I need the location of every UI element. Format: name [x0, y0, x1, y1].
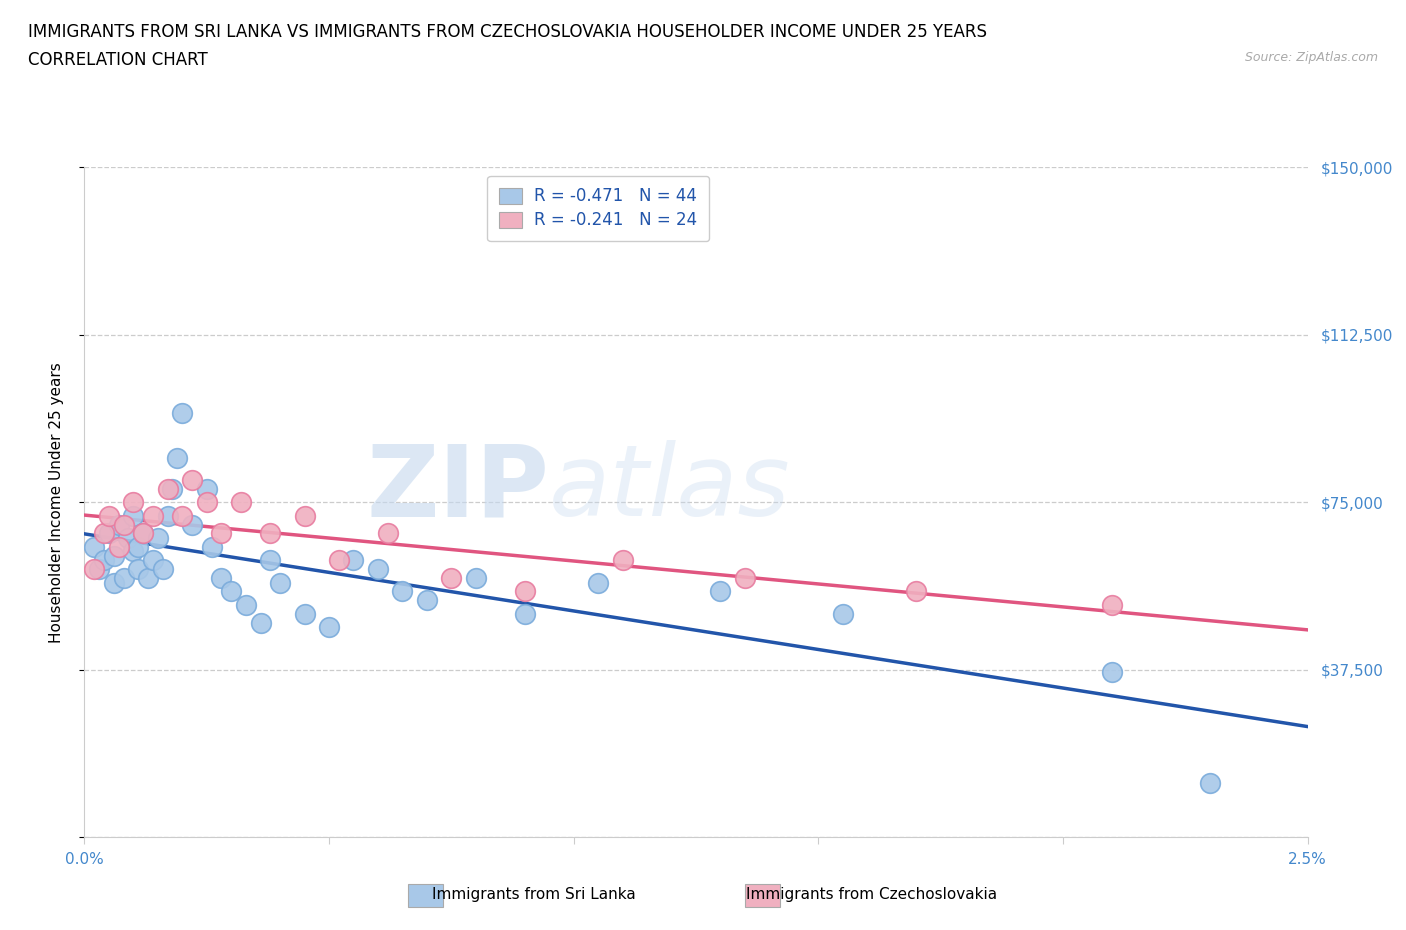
Point — [132, 526, 155, 541]
Point — [377, 526, 399, 541]
Point — [103, 549, 125, 564]
Point — [1101, 664, 1123, 679]
Point — [122, 508, 145, 523]
Point — [117, 530, 139, 545]
Point — [83, 562, 105, 577]
Point — [156, 508, 179, 523]
Point — [132, 526, 155, 541]
Point — [734, 571, 756, 586]
Point — [107, 517, 129, 532]
Point — [127, 562, 149, 577]
Point — [195, 482, 218, 497]
Point — [342, 552, 364, 567]
Point — [103, 575, 125, 590]
Point — [156, 482, 179, 497]
Point — [1198, 776, 1220, 790]
Point — [391, 584, 413, 599]
Y-axis label: Householder Income Under 25 years: Householder Income Under 25 years — [49, 362, 63, 643]
Point — [142, 508, 165, 523]
Point — [259, 526, 281, 541]
Point — [97, 526, 120, 541]
Point — [709, 584, 731, 599]
Point — [612, 552, 634, 567]
Text: Immigrants from Czechoslovakia: Immigrants from Czechoslovakia — [747, 887, 997, 902]
Point — [172, 508, 194, 523]
Point — [146, 530, 169, 545]
Point — [122, 544, 145, 559]
Point — [586, 575, 609, 590]
Point — [97, 508, 120, 523]
Point — [513, 584, 536, 599]
Point — [93, 526, 115, 541]
Point — [166, 450, 188, 465]
Point — [195, 495, 218, 510]
Point — [83, 539, 105, 554]
Point — [1101, 597, 1123, 612]
Text: atlas: atlas — [550, 440, 790, 538]
Text: CORRELATION CHART: CORRELATION CHART — [28, 51, 208, 69]
Point — [142, 552, 165, 567]
Point — [181, 517, 204, 532]
Point — [152, 562, 174, 577]
Point — [219, 584, 242, 599]
Point — [464, 571, 486, 586]
Legend: R = -0.471   N = 44, R = -0.241   N = 24: R = -0.471 N = 44, R = -0.241 N = 24 — [488, 176, 709, 241]
Point — [107, 539, 129, 554]
Point — [905, 584, 928, 599]
Point — [367, 562, 389, 577]
Point — [294, 508, 316, 523]
Point — [112, 571, 135, 586]
Text: IMMIGRANTS FROM SRI LANKA VS IMMIGRANTS FROM CZECHOSLOVAKIA HOUSEHOLDER INCOME U: IMMIGRANTS FROM SRI LANKA VS IMMIGRANTS … — [28, 23, 987, 41]
Point — [416, 593, 439, 608]
Point — [181, 472, 204, 487]
Text: Immigrants from Sri Lanka: Immigrants from Sri Lanka — [433, 887, 636, 902]
Point — [200, 539, 222, 554]
Point — [162, 482, 184, 497]
Point — [172, 405, 194, 420]
Point — [112, 517, 135, 532]
Point — [87, 562, 110, 577]
Point — [93, 552, 115, 567]
Point — [513, 606, 536, 621]
Point — [318, 619, 340, 634]
Text: Source: ZipAtlas.com: Source: ZipAtlas.com — [1244, 51, 1378, 64]
Bar — [745, 884, 780, 907]
Point — [235, 597, 257, 612]
Bar — [408, 884, 443, 907]
Point — [229, 495, 252, 510]
Point — [294, 606, 316, 621]
Point — [136, 571, 159, 586]
Point — [328, 552, 350, 567]
Point — [269, 575, 291, 590]
Point — [831, 606, 853, 621]
Point — [209, 571, 232, 586]
Point — [122, 495, 145, 510]
Point — [249, 616, 271, 631]
Point — [127, 539, 149, 554]
Point — [209, 526, 232, 541]
Text: ZIP: ZIP — [367, 440, 550, 538]
Point — [259, 552, 281, 567]
Point — [440, 571, 463, 586]
